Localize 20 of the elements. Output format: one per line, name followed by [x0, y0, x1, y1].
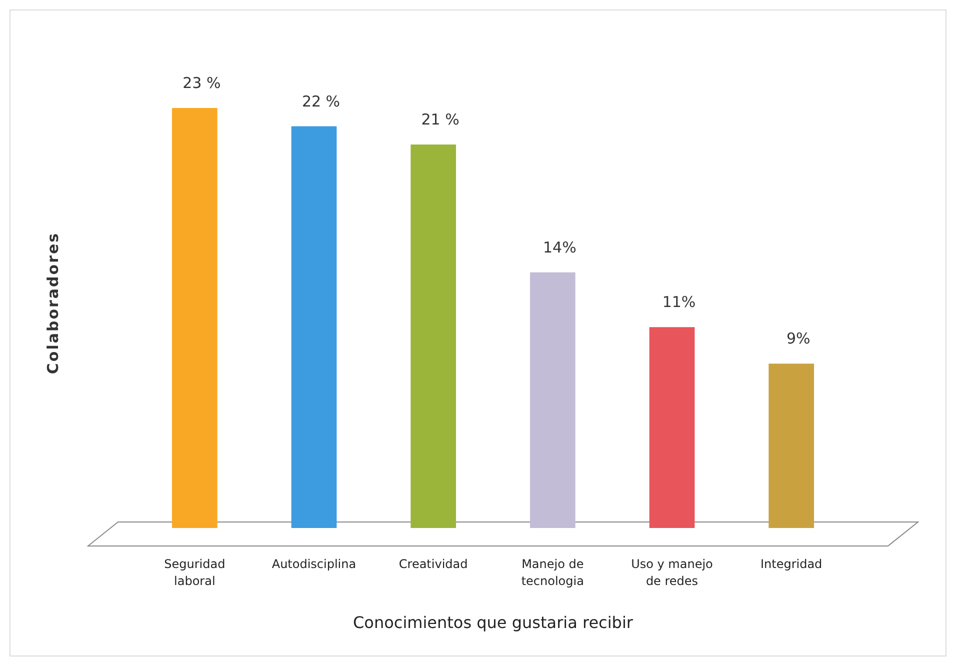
bar [291, 126, 337, 528]
bar [768, 364, 814, 528]
data-label: 23 % [182, 74, 221, 92]
x-tick-label: Seguridad laboral [164, 557, 226, 588]
x-tick-label: Uso y manejo de redes [631, 557, 713, 588]
x-tick-label: Manejo de tecnologia [521, 557, 584, 588]
data-label: 21 % [421, 110, 460, 129]
x-tick-label: Creatividad [398, 557, 468, 571]
x-tick-label: Autodisciplina [272, 557, 356, 571]
bar [649, 327, 695, 528]
x-axis-title: Conocimientos que gustaria recibir [353, 613, 634, 632]
data-label: 11% [662, 293, 696, 312]
bar [172, 108, 218, 528]
bar [530, 272, 576, 528]
data-label: 14% [542, 238, 576, 256]
bar [410, 144, 456, 528]
x-tick-label: Integridad [760, 557, 822, 571]
data-label: 22 % [302, 92, 340, 110]
data-label: 9% [786, 330, 810, 348]
y-axis-title: Colaboradores [44, 232, 62, 374]
